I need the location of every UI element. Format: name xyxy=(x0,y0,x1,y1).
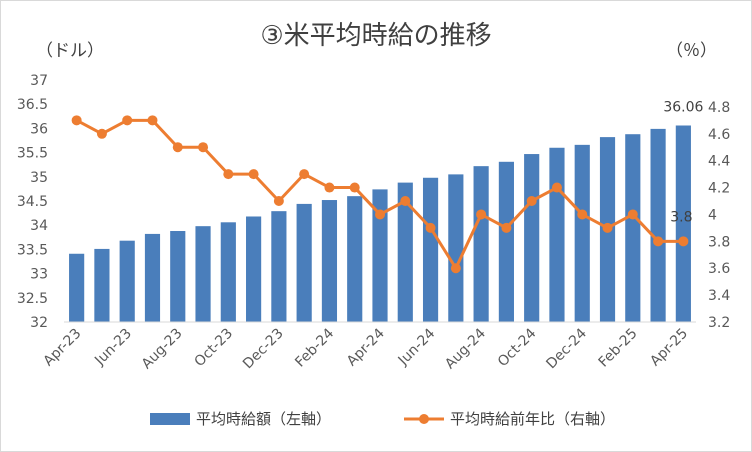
bar xyxy=(372,189,388,322)
line-point xyxy=(501,222,512,233)
right-tick-label: 3.2 xyxy=(708,315,730,331)
line-point xyxy=(425,222,436,233)
line-point xyxy=(122,115,133,126)
bar xyxy=(473,166,489,322)
line-point xyxy=(273,196,284,206)
line-point xyxy=(400,196,411,206)
bar xyxy=(321,200,338,322)
right-tick-label: 4.8 xyxy=(708,100,730,116)
line-point xyxy=(627,209,638,220)
bar xyxy=(549,147,565,322)
left-tick-label: 34.5 xyxy=(17,194,48,210)
bar xyxy=(296,203,312,322)
right-tick-label: 3.8 xyxy=(708,234,730,250)
line-point xyxy=(223,169,234,180)
chart-title: ③米平均時給の推移 xyxy=(260,21,491,51)
line-point xyxy=(375,209,385,220)
line-data-label: 3.8 xyxy=(670,209,692,225)
line-point xyxy=(198,142,209,153)
left-tick-label: 36.5 xyxy=(17,97,48,113)
line-point xyxy=(602,222,613,233)
left-tick-label: 32 xyxy=(30,315,48,331)
bar xyxy=(195,226,211,322)
left-tick-label: 37 xyxy=(30,73,48,89)
line-point xyxy=(577,209,588,220)
bar xyxy=(650,128,666,322)
left-tick-label: 33 xyxy=(30,267,48,283)
legend-swatch-marker xyxy=(419,414,429,424)
line-series xyxy=(71,115,689,274)
right-tick-label: 3.4 xyxy=(708,288,730,304)
left-tick-label: 34 xyxy=(30,218,48,234)
bar-data-label: 36.06 xyxy=(663,99,703,115)
bar xyxy=(397,182,413,322)
left-tick-label: 36 xyxy=(30,121,48,137)
line-point xyxy=(551,182,562,193)
left-tick-label: 35.5 xyxy=(17,146,48,162)
right-tick-label: 3.6 xyxy=(708,261,730,277)
bar xyxy=(144,233,161,322)
left-axis-ticks: 32 32.5 33 33.5 34 34.5 35 35.5 36 36.5 37 xyxy=(17,73,48,331)
line-point xyxy=(172,142,183,153)
left-tick-label: 35 xyxy=(30,170,48,186)
left-axis-unit: （ドル） xyxy=(36,41,104,61)
bar xyxy=(246,216,262,322)
line-point xyxy=(147,115,158,126)
bar xyxy=(524,154,540,322)
line-point xyxy=(299,169,310,180)
line-point xyxy=(71,115,82,126)
bar xyxy=(422,177,439,322)
line-point xyxy=(324,182,335,193)
left-tick-label: 32.5 xyxy=(17,291,48,307)
legend-swatch-bar xyxy=(150,413,190,425)
bar xyxy=(170,231,186,322)
line-point xyxy=(450,263,461,274)
line-point xyxy=(349,182,360,193)
bar xyxy=(119,240,135,322)
legend-label-line: 平均時給前年比（右軸） xyxy=(450,410,615,428)
line-point xyxy=(248,169,259,180)
right-tick-label: 4.2 xyxy=(708,181,730,197)
bar xyxy=(675,125,691,322)
right-tick-label: 4 xyxy=(708,207,717,223)
legend: 平均時給額（左軸） 平均時給前年比（右軸） xyxy=(150,410,615,428)
bar xyxy=(347,196,363,322)
line-point xyxy=(653,236,664,247)
right-axis-ticks: 3.2 3.4 3.6 3.8 4 4.2 4.4 4.6 4.8 xyxy=(708,100,730,331)
bar xyxy=(448,174,464,322)
line-point xyxy=(96,128,107,139)
right-axis-unit: （％） xyxy=(666,41,717,61)
bar xyxy=(69,253,85,322)
right-tick-label: 4.4 xyxy=(708,154,730,170)
legend-label-bar: 平均時給額（左軸） xyxy=(196,410,331,428)
bar xyxy=(220,222,236,322)
data-labels: 36.06 3.8 xyxy=(663,99,703,225)
bar xyxy=(498,161,514,322)
left-tick-label: 33.5 xyxy=(17,242,48,258)
right-tick-label: 4.6 xyxy=(708,127,730,143)
line-point xyxy=(476,209,487,220)
bar xyxy=(271,211,287,322)
line-point xyxy=(678,236,689,247)
bar xyxy=(625,134,641,322)
bar xyxy=(574,144,590,322)
bar xyxy=(94,248,110,322)
line-point xyxy=(526,196,537,206)
